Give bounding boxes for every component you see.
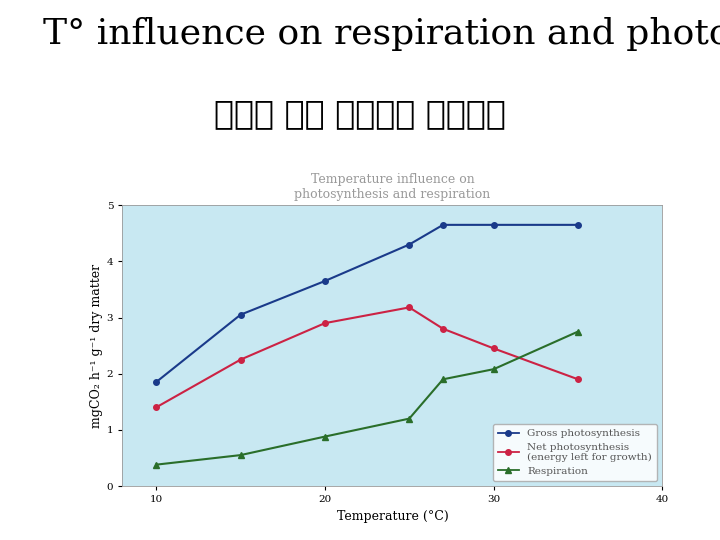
Title: Temperature influence on
photosynthesis and respiration: Temperature influence on photosynthesis … bbox=[294, 173, 490, 201]
Text: 온도에 따른 호흡량과 광합성량: 온도에 따른 호흡량과 광합성량 bbox=[214, 97, 506, 130]
Y-axis label: mgCO₂ h⁻¹ g⁻¹ dry matter: mgCO₂ h⁻¹ g⁻¹ dry matter bbox=[89, 264, 102, 428]
Legend: Gross photosynthesis, Net photosynthesis
(energy left for growth), Respiration: Gross photosynthesis, Net photosynthesis… bbox=[493, 424, 657, 481]
Text: T° influence on respiration and photosynthesis: T° influence on respiration and photosyn… bbox=[43, 16, 720, 51]
X-axis label: Temperature (°C): Temperature (°C) bbox=[336, 510, 449, 523]
